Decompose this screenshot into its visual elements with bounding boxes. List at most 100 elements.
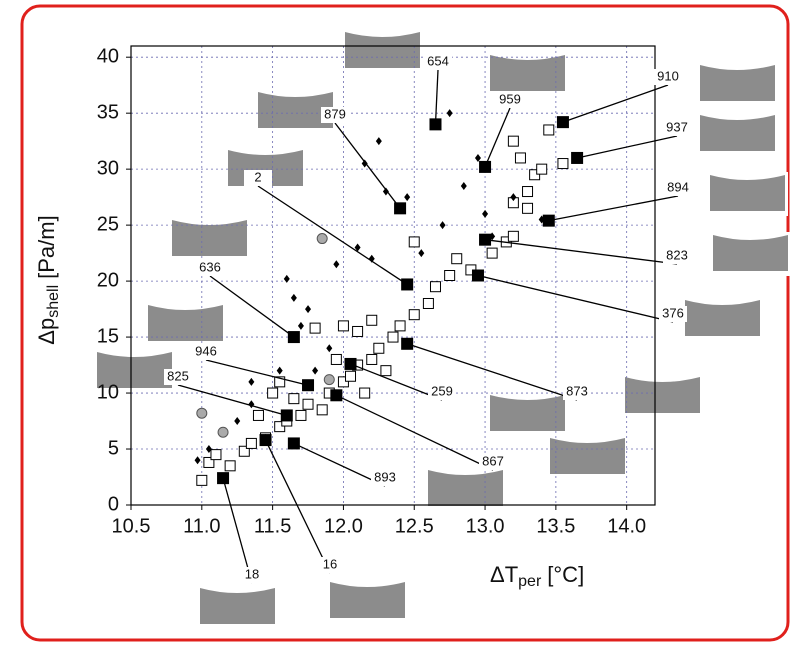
label-backdrop	[164, 369, 192, 385]
filled-square-point	[280, 409, 293, 422]
profile-icon	[700, 65, 775, 101]
leader-line	[484, 239, 678, 265]
open-square-point	[274, 421, 286, 433]
open-square-point	[337, 320, 349, 332]
diamond-point	[312, 366, 319, 375]
open-square-point	[444, 270, 456, 281]
x-tick-label: 11.5	[254, 515, 291, 537]
label-backdrop	[663, 248, 691, 264]
circle-point	[316, 233, 328, 245]
open-square-point	[536, 163, 548, 175]
filled-square-point	[542, 214, 555, 227]
x-tick-label: 13.0	[466, 515, 505, 537]
open-square-point	[345, 370, 357, 382]
diamond-point	[283, 274, 290, 283]
point-label: 894	[667, 179, 689, 194]
x-title-sub: per	[518, 573, 542, 590]
diamond-point	[194, 456, 201, 465]
y-tick-label: 30	[97, 157, 119, 179]
label-backdrop	[321, 107, 349, 123]
leader-line	[562, 84, 669, 123]
y-title-sub: shell	[45, 285, 62, 318]
filled-square-point	[429, 118, 442, 131]
open-square-point	[366, 353, 378, 365]
circle-point	[196, 407, 208, 419]
filled-square-point	[479, 233, 492, 246]
diamond-point	[276, 366, 283, 375]
profile-icon	[490, 395, 565, 431]
filled-square-point	[287, 331, 300, 344]
open-square-point	[408, 236, 420, 248]
diamond-point	[482, 209, 489, 218]
leader-line	[205, 359, 309, 386]
diamond-point	[460, 181, 467, 190]
plot-border	[130, 45, 656, 506]
y-tick-label: 25	[97, 213, 119, 235]
point-label: 259	[431, 383, 453, 398]
plot: 0 5 10 15 20 25 30 35 40 10.5 11.0 11.5 12.0 12.5 13.0…	[97, 45, 692, 584]
filled-square-point	[571, 151, 584, 164]
profile-icon	[490, 55, 565, 91]
open-square-point	[507, 230, 519, 242]
label-backdrop	[428, 384, 456, 400]
diamond-point	[326, 344, 333, 353]
leader-line	[484, 107, 511, 168]
open-square-point	[366, 314, 378, 326]
diamond-point	[375, 137, 382, 146]
point-label: 654	[427, 53, 449, 68]
filled-square-point	[330, 389, 343, 402]
leader-line	[257, 185, 408, 285]
point-label: 2	[254, 169, 261, 184]
profile-icon	[97, 352, 172, 388]
leader-line	[477, 274, 674, 323]
open-square-point	[295, 409, 307, 421]
open-square-point	[522, 186, 534, 198]
y-tick-label: 35	[97, 101, 119, 123]
open-square-point	[387, 331, 399, 343]
point-label: 867	[482, 453, 504, 468]
label-backdrop	[563, 384, 591, 400]
point-label: 823	[666, 247, 688, 262]
profile-icon	[258, 92, 333, 128]
label-backdrop	[316, 557, 344, 573]
label-backdrop	[192, 344, 220, 360]
profile-icon	[625, 377, 700, 413]
point-label: 893	[374, 469, 396, 484]
point-label: 959	[499, 91, 521, 106]
diamond-point	[248, 377, 255, 386]
diamond-point	[333, 260, 340, 269]
leader-line	[548, 195, 679, 222]
profile-icon	[345, 32, 420, 68]
profile-icon	[200, 588, 275, 624]
leader-line	[406, 343, 578, 401]
leader-line	[222, 477, 253, 584]
diamond-point	[234, 417, 241, 426]
diamond-point	[354, 243, 361, 252]
open-square-point	[330, 353, 342, 365]
point-label: 879	[324, 106, 346, 121]
y-title-main: Δp	[34, 318, 59, 345]
open-square-point	[210, 449, 222, 461]
open-square-point	[252, 409, 264, 421]
y-title-unit: [Pa/m]	[34, 215, 59, 279]
point-label: 18	[245, 566, 259, 581]
leader-line	[293, 442, 386, 487]
open-square-point	[352, 325, 364, 337]
leader-line	[209, 275, 295, 338]
label-backdrop	[244, 170, 272, 186]
open-square-point	[316, 404, 328, 416]
leader-line	[177, 384, 287, 417]
point-label: 946	[195, 343, 217, 358]
label-backdrop	[238, 567, 266, 583]
profile-icon	[700, 115, 775, 151]
diamond-point	[404, 193, 411, 202]
point-label: 910	[657, 68, 679, 83]
y-tick-label: 15	[97, 325, 119, 347]
diamond-point	[446, 109, 453, 118]
profile-icon	[148, 305, 223, 341]
label-backdrop	[196, 260, 224, 276]
diamond-point	[439, 221, 446, 230]
y-axis-title: Δpshell [Pa/m]	[34, 215, 62, 344]
x-tick-label: 13.5	[536, 515, 575, 537]
